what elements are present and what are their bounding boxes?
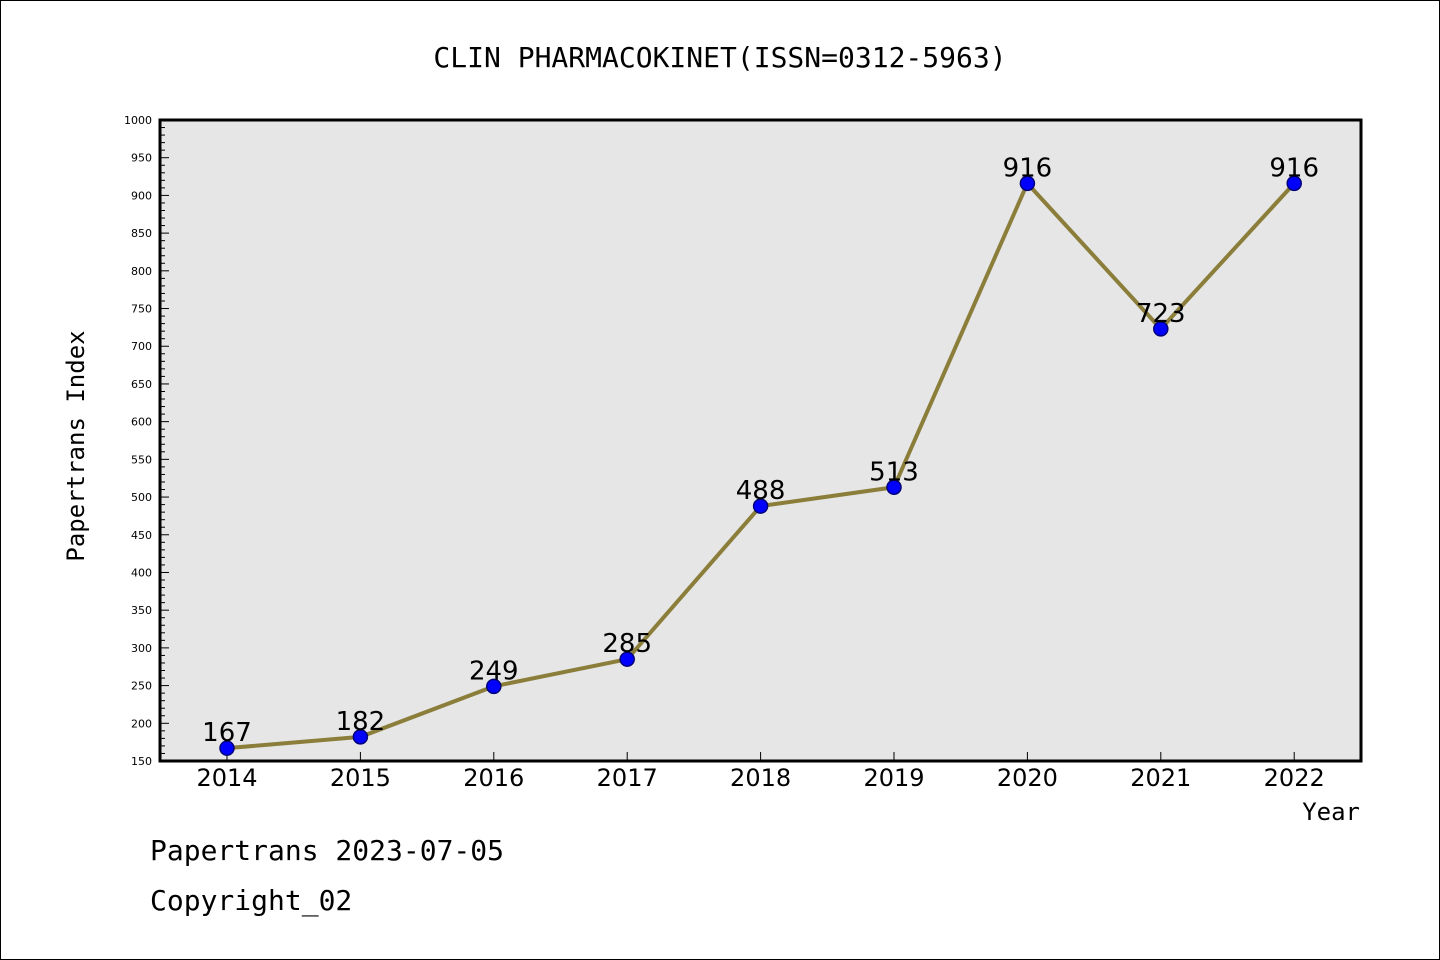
data-label: 723 bbox=[1136, 299, 1186, 329]
y-axis-label: Papertrans Index bbox=[62, 330, 90, 561]
chart-title: CLIN PHARMACOKINET(ISSN=0312-5963) bbox=[433, 41, 1006, 74]
y-tick-label: 550 bbox=[131, 453, 152, 466]
data-label: 916 bbox=[1003, 153, 1053, 183]
data-label: 916 bbox=[1269, 153, 1319, 183]
plot-area bbox=[158, 118, 1363, 763]
data-label: 182 bbox=[336, 707, 386, 737]
y-axis: 150 200 250 300 350 400 450 500 550 600 650 700 750 8… bbox=[124, 114, 169, 768]
y-tick-label: 650 bbox=[131, 378, 152, 391]
data-point bbox=[219, 740, 235, 756]
y-tick-label: 700 bbox=[131, 340, 152, 353]
y-tick-label: 800 bbox=[131, 265, 152, 278]
y-tick-label: 850 bbox=[131, 227, 152, 240]
footer-date: Papertrans 2023-07-05 bbox=[150, 834, 505, 867]
series-line-group: 167 182 249 285 488 513 916 723 916 bbox=[202, 153, 1319, 756]
data-label: 513 bbox=[869, 457, 919, 487]
data-label: 285 bbox=[602, 629, 652, 659]
x-tick-label: 2015 bbox=[330, 764, 391, 792]
y-tick-label: 450 bbox=[131, 529, 152, 542]
data-point bbox=[352, 729, 369, 745]
x-tick-label: 2018 bbox=[730, 764, 791, 792]
data-point bbox=[1153, 321, 1169, 337]
x-tick-label: 2014 bbox=[196, 764, 257, 792]
x-axis: 2014 2015 2016 2017 2018 2019 2020 2021 2022 bbox=[196, 752, 1325, 792]
data-label: 488 bbox=[736, 476, 786, 506]
data-point bbox=[1286, 175, 1302, 192]
y-tick-label: 150 bbox=[131, 755, 152, 768]
x-tick-label: 2017 bbox=[597, 764, 658, 792]
data-point bbox=[486, 678, 502, 695]
x-tick-label: 2022 bbox=[1264, 764, 1325, 792]
x-axis-label: Year bbox=[1302, 798, 1360, 826]
y-tick-label: 900 bbox=[131, 189, 152, 202]
y-tick-label: 400 bbox=[131, 566, 152, 579]
y-tick-label: 750 bbox=[131, 303, 152, 316]
x-tick-label: 2020 bbox=[997, 764, 1058, 792]
y-tick-label: 950 bbox=[131, 152, 152, 165]
data-point bbox=[752, 498, 769, 514]
y-tick-label: 1000 bbox=[124, 114, 152, 127]
y-tick-label: 300 bbox=[131, 642, 152, 655]
footer-copyright: Copyright_02 bbox=[150, 884, 353, 917]
data-point bbox=[1019, 175, 1036, 192]
y-tick-label: 200 bbox=[131, 717, 152, 730]
x-tick-label: 2019 bbox=[863, 764, 924, 792]
y-tick-label: 600 bbox=[131, 416, 152, 429]
data-label: 249 bbox=[469, 656, 519, 686]
x-tick-label: 2021 bbox=[1130, 764, 1191, 792]
y-tick-label: 500 bbox=[131, 491, 152, 504]
data-label: 167 bbox=[202, 718, 252, 748]
data-point bbox=[886, 479, 902, 496]
y-tick-label: 250 bbox=[131, 680, 152, 693]
x-tick-label: 2016 bbox=[463, 764, 524, 792]
data-point bbox=[619, 651, 635, 667]
y-tick-label: 350 bbox=[131, 604, 152, 617]
